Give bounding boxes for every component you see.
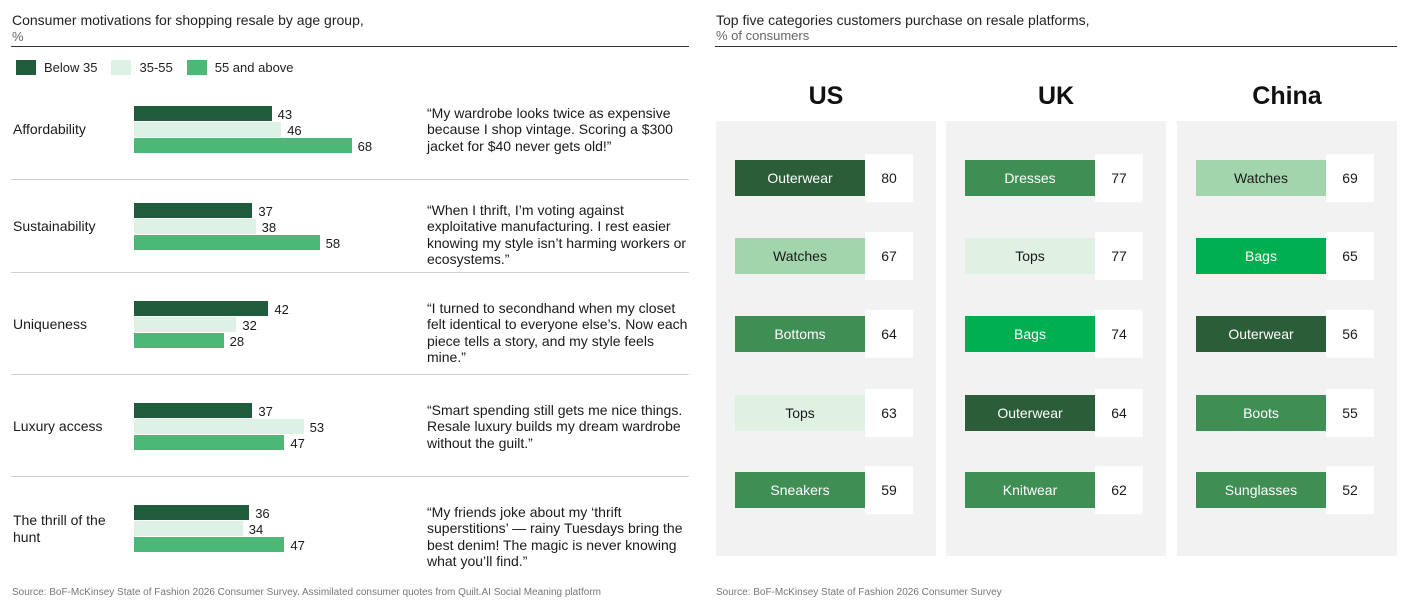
category-chip: Outerwear: [1196, 316, 1326, 352]
bar-value-label: 43: [277, 107, 293, 122]
bar-value-label: 47: [290, 538, 305, 553]
bar: [134, 317, 237, 332]
legend-label-below-35: Below 35: [44, 60, 98, 75]
value-box: 63: [865, 389, 913, 437]
bar-value-label: 47: [290, 436, 305, 451]
legend-label-35-55: 35-55: [139, 60, 173, 75]
left-chart-unit: %: [12, 29, 24, 44]
bar-value-label: 38: [261, 220, 277, 235]
right-chart-title: Top five categories customers purchase o…: [716, 12, 1090, 28]
bar-value-label: 68: [357, 139, 373, 154]
left-source-note: Source: BoF-McKinsey State of Fashion 20…: [12, 587, 601, 598]
legend-label-55-above: 55 and above: [214, 60, 294, 75]
bar: [134, 505, 250, 520]
category-label: The thrill of the hunt: [13, 511, 106, 545]
bar-value-label: 42: [274, 302, 289, 317]
legend-item-55-above: 55 and above: [186, 60, 294, 75]
bar-value-label: 34: [248, 522, 264, 537]
category-chip: Outerwear: [965, 395, 1095, 431]
right-chart-unit: % of consumers: [716, 28, 810, 43]
row-separator: [11, 179, 689, 180]
bar-value-label: 46: [287, 123, 302, 138]
value-box: 65: [1326, 232, 1374, 280]
bar-value-label: 37: [258, 204, 273, 219]
value-box: 55: [1326, 389, 1374, 437]
category-label: Luxury access: [13, 417, 103, 434]
country-header: US: [808, 82, 844, 110]
category-label: Uniqueness: [13, 315, 87, 332]
value-box: 80: [865, 154, 913, 202]
legend-item-below-35: Below 35: [16, 60, 97, 75]
country-column: 69 Watches 65 Bags 56 Outerwear 55 Boots 52 Sungl…: [1177, 121, 1397, 556]
bar: [134, 403, 253, 418]
bar: [134, 122, 282, 137]
bar-value-label: 58: [325, 236, 341, 251]
legend-swatch-55-above: [186, 60, 207, 75]
category-chip: Sunglasses: [1196, 472, 1326, 508]
value-box: 52: [1326, 466, 1374, 514]
value-box: 74: [1095, 310, 1143, 358]
category-chip: Bags: [1196, 238, 1326, 274]
value-box: 64: [1095, 389, 1143, 437]
right-title-rule: [715, 46, 1397, 47]
row-separator: [11, 272, 689, 273]
value-box: 77: [1095, 154, 1143, 202]
category-chip: Dresses: [965, 160, 1095, 196]
bar-value-label: 28: [229, 334, 245, 349]
bar: [134, 301, 269, 316]
bar: [134, 138, 352, 153]
category-chip: Watches: [1196, 160, 1326, 196]
category-chip: Outerwear: [735, 160, 865, 196]
bar: [134, 106, 272, 121]
legend: Below 35 35-55 55 and above: [16, 60, 294, 75]
consumer-quote: “Smart spending still gets me nice thing…: [427, 402, 683, 451]
category-chip: Bags: [965, 316, 1095, 352]
bar: [134, 537, 285, 552]
value-box: 56: [1326, 310, 1374, 358]
legend-swatch-35-55: [111, 60, 132, 75]
category-chip: Boots: [1196, 395, 1326, 431]
motivation-bar-chart: Affordability 43 46 68 “My wardrobe looks tw…: [0, 96, 700, 569]
category-chip: Tops: [735, 395, 865, 431]
bar: [134, 203, 253, 218]
left-chart-title: Consumer motivations for shopping resale…: [12, 12, 364, 28]
category-chip: Tops: [965, 238, 1095, 274]
legend-item-35-55: 35-55: [111, 60, 173, 75]
legend-swatch-below-35: [16, 60, 36, 75]
value-box: 77: [1095, 232, 1143, 280]
value-box: 64: [865, 310, 913, 358]
row-separator: [11, 476, 689, 477]
bar-value-label: 36: [255, 506, 270, 521]
category-label: Affordability: [13, 120, 86, 137]
bar: [134, 219, 256, 234]
bar: [134, 333, 224, 348]
bar-value-label: 37: [258, 404, 273, 419]
bar: [134, 235, 320, 250]
country-column: 77 Dresses 77 Tops 74 Bags 64 Outerwear 62 Knitwe…: [946, 121, 1166, 556]
category-chip: Watches: [735, 238, 865, 274]
bar: [134, 419, 304, 434]
category-chip: Bottoms: [735, 316, 865, 352]
country-header: UK: [1037, 82, 1075, 110]
bar-value-label: 53: [309, 420, 325, 435]
value-box: 67: [865, 232, 913, 280]
country-column: 80 Outerwear 67 Watches 64 Bottoms 63 Tops 59 Sne…: [716, 121, 936, 556]
bar: [134, 521, 243, 536]
consumer-quote: “My wardrobe looks twice as expensive be…: [427, 105, 673, 154]
bar-value-label: 32: [242, 318, 257, 333]
consumer-quote: “I turned to secondhand when my closet f…: [427, 300, 688, 365]
value-box: 62: [1095, 466, 1143, 514]
bar: [134, 435, 285, 450]
value-box: 59: [865, 466, 913, 514]
consumer-quote: “My friends joke about my ‘thrift supers…: [427, 504, 683, 569]
country-header: China: [1252, 82, 1322, 110]
category-chip: Sneakers: [735, 472, 865, 508]
row-separator: [11, 374, 689, 375]
right-source-note: Source: BoF-McKinsey State of Fashion 20…: [716, 587, 1002, 598]
value-box: 69: [1326, 154, 1374, 202]
consumer-quote: “When I thrift, I’m voting against explo…: [427, 202, 687, 267]
category-chip: Knitwear: [965, 472, 1095, 508]
left-title-rule: [11, 46, 689, 47]
category-label: Sustainability: [13, 217, 96, 234]
